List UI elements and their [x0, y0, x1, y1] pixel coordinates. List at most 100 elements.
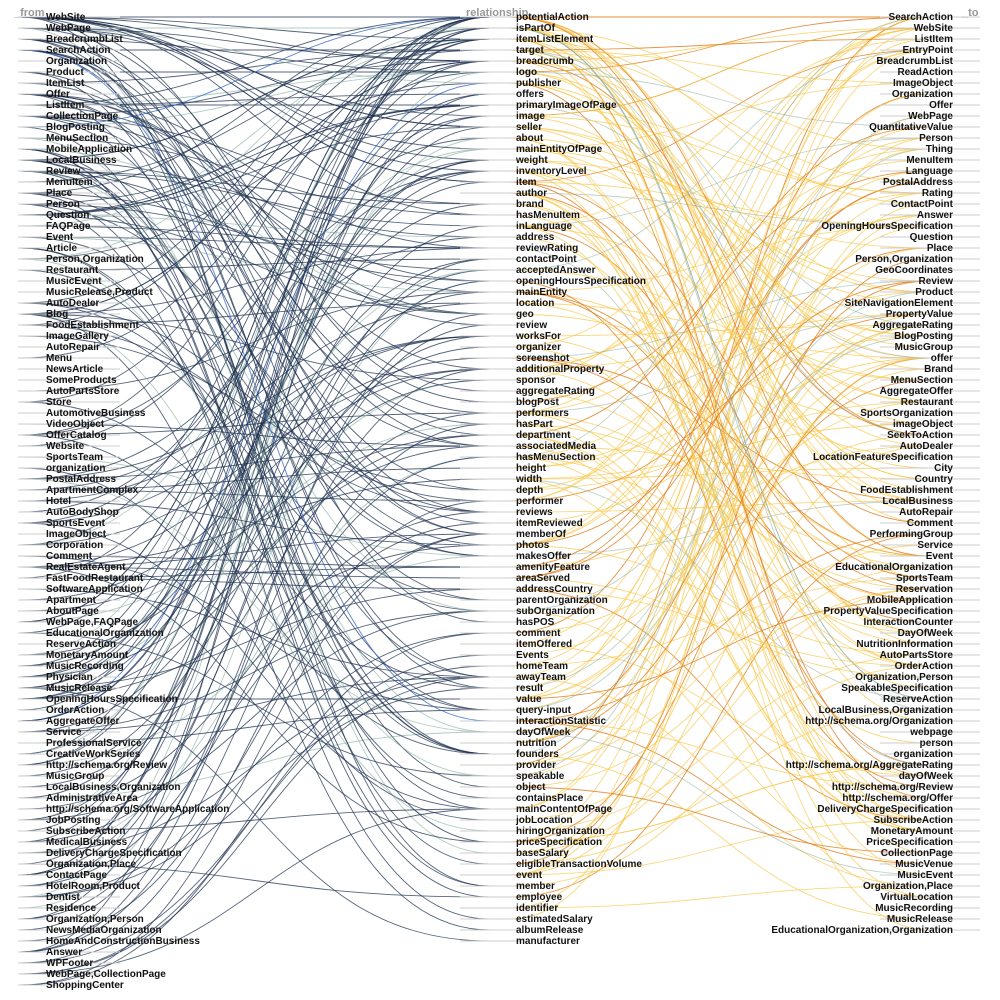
to-node-aggregaterating: AggregateRating: [872, 320, 953, 331]
from-link: [19, 27, 491, 150]
from-link: [19, 588, 491, 678]
from-node-review: Review: [46, 166, 81, 177]
to-link: [509, 588, 931, 788]
from-node-menu: Menu: [46, 353, 72, 364]
relationship-node-depth: depth: [516, 485, 543, 496]
to-link: [509, 126, 931, 293]
to-node-country: Country: [915, 474, 954, 485]
to-node-deliverychargespecification: DeliveryChargeSpecification: [817, 804, 953, 815]
to-node-thing: Thing: [926, 144, 953, 155]
to-link: [509, 445, 931, 480]
from-node-residence: Residence: [46, 903, 96, 914]
to-node-contactpoint: ContactPoint: [891, 199, 954, 210]
to-link: [509, 27, 931, 117]
relationship-node-item: item: [516, 177, 537, 188]
from-link: [19, 533, 491, 986]
from-link: [19, 467, 491, 821]
from-node-collectionpage: CollectionPage: [46, 111, 119, 122]
from-link: [19, 27, 491, 634]
to-node-webpage: WebPage: [908, 111, 953, 122]
relationship-node-object: object: [516, 782, 546, 793]
relationship-node-photos: photos: [516, 540, 550, 551]
from-link: [19, 709, 491, 744]
to-link: [509, 599, 931, 700]
from-node-autobodyshop: AutoBodyShop: [46, 507, 119, 518]
to-node-http-schema-org-aggregaterating: http://schema.org/AggregateRating: [786, 760, 953, 771]
relationship-node-sponsor: sponsor: [516, 375, 556, 386]
to-link: [509, 115, 931, 194]
relationship-node-itemlistelement: itemListElement: [516, 34, 594, 45]
to-link: [509, 577, 931, 667]
from-nodes: WebSiteWebPageBreadcrumbListSearchAction…: [46, 12, 229, 991]
from-link: [19, 302, 491, 326]
to-link: [509, 38, 931, 205]
relationship-node-aggregaterating: aggregateRating: [516, 386, 595, 397]
to-node-monetaryamount: MonetaryAmount: [871, 826, 954, 837]
to-link: [509, 445, 931, 876]
to-node-review: Review: [919, 276, 954, 287]
to-link: [509, 126, 931, 502]
to-node-interactioncounter: InteractionCounter: [864, 617, 954, 628]
to-link: [509, 434, 931, 832]
to-node-collectionpage: CollectionPage: [881, 848, 954, 859]
from-link: [19, 16, 491, 172]
to-link: [509, 16, 931, 557]
relationship-node-openinghoursspecification: openingHoursSpecification: [516, 276, 646, 287]
from-node-http-schema-org-review: http://schema.org/Review: [46, 760, 167, 771]
to-link: [509, 159, 931, 337]
relationship-node-primaryimageofpage: primaryImageOfPage: [516, 100, 617, 111]
relationship-node-provider: provider: [516, 760, 556, 771]
relationship-node-maincontentofpage: mainContentOfPage: [516, 804, 613, 815]
relationship-node-containsplace: containsPlace: [516, 793, 584, 804]
to-node-website: WebSite: [914, 23, 954, 34]
from-node-educationalorganization: EducationalOrganization: [46, 628, 164, 639]
from-node-webpage: WebPage: [46, 23, 91, 34]
from-link: [19, 115, 491, 579]
relationship-node-publisher: publisher: [516, 78, 561, 89]
relationship-node-geo: geo: [516, 309, 534, 320]
to-link: [509, 313, 931, 744]
to-node-subscribeaction: SubscribeAction: [874, 815, 953, 826]
to-link: [509, 170, 931, 546]
to-link: [509, 16, 931, 436]
from-link: [19, 313, 491, 832]
to-node-menusection: MenuSection: [891, 375, 953, 386]
from-node-autodealer: AutoDealer: [46, 298, 99, 309]
relationship-node-areaserved: areaServed: [516, 573, 570, 584]
relationship-node-eligibletransactionvolume: eligibleTransactionVolume: [516, 859, 642, 870]
relationship-node-height: height: [516, 463, 547, 474]
from-link: [19, 16, 491, 183]
from-link: [19, 16, 491, 876]
from-link: [19, 313, 491, 931]
from-node-website: WebSite: [46, 12, 86, 23]
from-node-reserveaction: ReserveAction: [46, 639, 116, 650]
from-link: [19, 632, 491, 986]
to-link: [509, 269, 931, 381]
from-link: [19, 214, 491, 238]
relationship-node-mainentity: mainEntity: [516, 287, 568, 298]
to-node-pricespecification: PriceSpecification: [866, 837, 953, 848]
from-link: [19, 269, 491, 799]
to-link: [509, 566, 931, 821]
relationship-node-pricespecification: priceSpecification: [516, 837, 602, 848]
to-link: [509, 27, 931, 711]
relationship-node-performer: performer: [516, 496, 563, 507]
from-node-blogposting: BlogPosting: [46, 122, 105, 133]
to-link: [509, 709, 931, 865]
to-node-language: Language: [906, 166, 954, 177]
to-node-answer: Answer: [917, 210, 953, 221]
relationship-node-ispartof: isPartOf: [516, 23, 556, 34]
to-node-orderaction: OrderAction: [895, 661, 953, 672]
to-link: [509, 159, 931, 249]
from-link: [19, 16, 491, 667]
from-link: [19, 192, 491, 557]
relationship-node-brand: brand: [516, 199, 544, 210]
to-node-locationfeaturespecification: LocationFeatureSpecification: [813, 452, 953, 463]
relationship-node-employee: employee: [516, 892, 563, 903]
from-link: [19, 335, 491, 491]
from-link: [19, 16, 491, 656]
from-node-person: Person: [46, 199, 80, 210]
from-node-openinghoursspecification: OpeningHoursSpecification: [46, 694, 178, 705]
from-link: [19, 379, 491, 656]
from-node-menusection: MenuSection: [46, 133, 108, 144]
